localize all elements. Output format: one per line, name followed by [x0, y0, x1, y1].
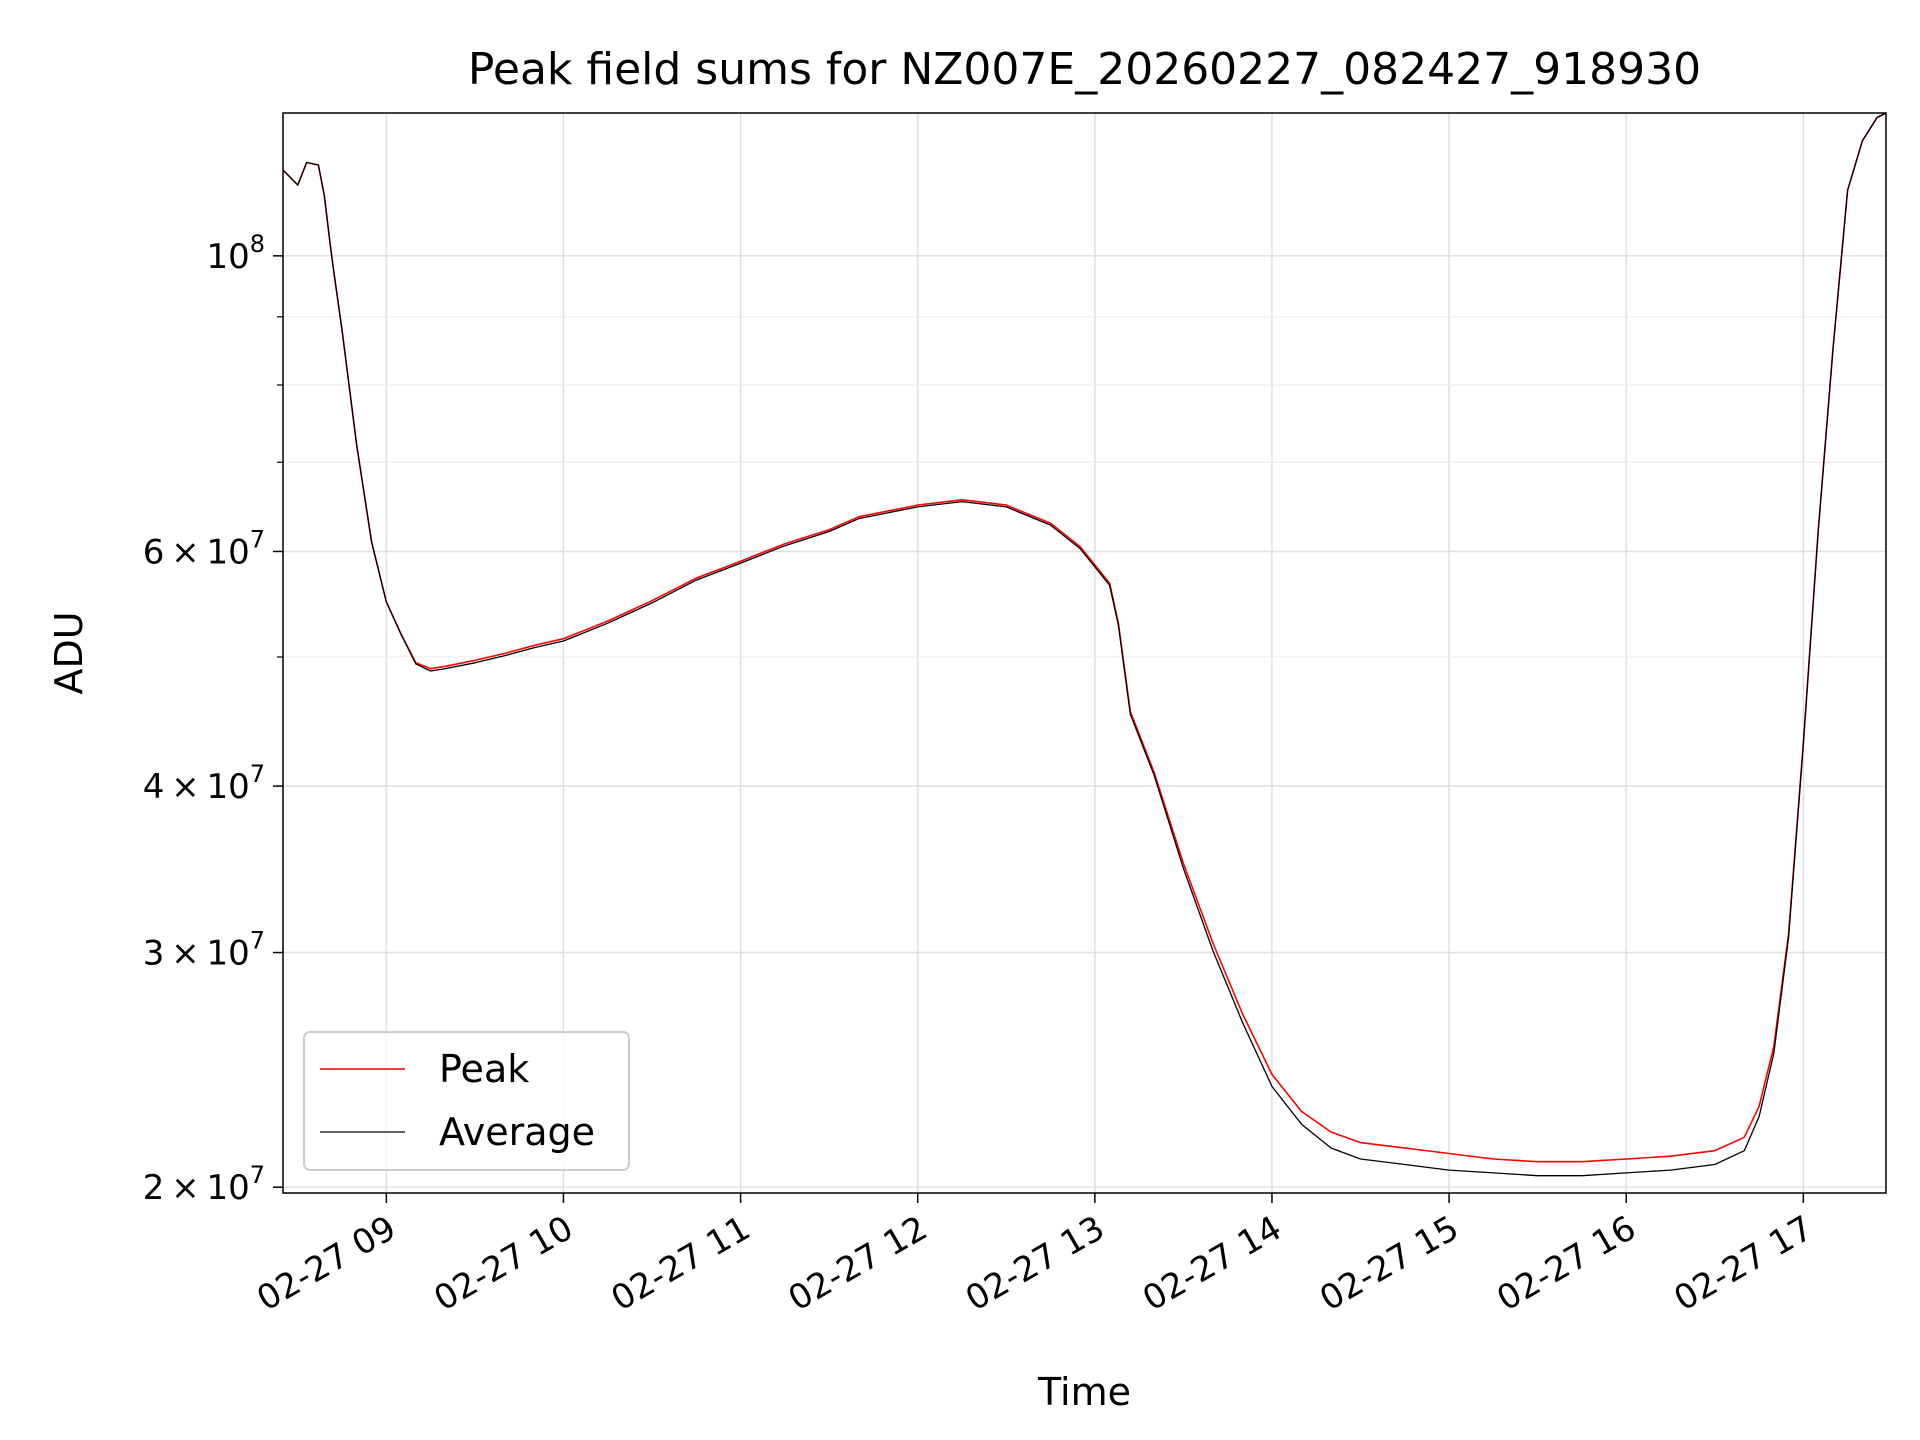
- x-axis-label: Time: [1037, 1370, 1131, 1414]
- y-tick-label-4: 2 × 107: [143, 1161, 265, 1208]
- legend-label-peak: Peak: [439, 1047, 529, 1091]
- chart-title: Peak field sums for NZ007E_20260227_0824…: [468, 44, 1701, 95]
- y-tick-label-2: 4 × 107: [143, 760, 265, 807]
- legend: Peak Average: [303, 1031, 630, 1171]
- grid: [283, 113, 1886, 1193]
- y-tick-label-1: 6 × 107: [143, 525, 265, 572]
- series-line-average: [282, 112, 1887, 1177]
- legend-box: [303, 1031, 630, 1171]
- y-tick-label-3: 3 × 107: [143, 927, 265, 974]
- y-axis-label: ADU: [47, 611, 91, 694]
- y-tick-label-0: 108: [206, 230, 265, 277]
- plot-frame: [282, 112, 1887, 1194]
- series-layer: [282, 112, 1887, 1177]
- y-axis: 108 6 × 107 4 × 107 3 × 107 2 × 107: [143, 230, 283, 1208]
- legend-label-average: Average: [439, 1110, 595, 1154]
